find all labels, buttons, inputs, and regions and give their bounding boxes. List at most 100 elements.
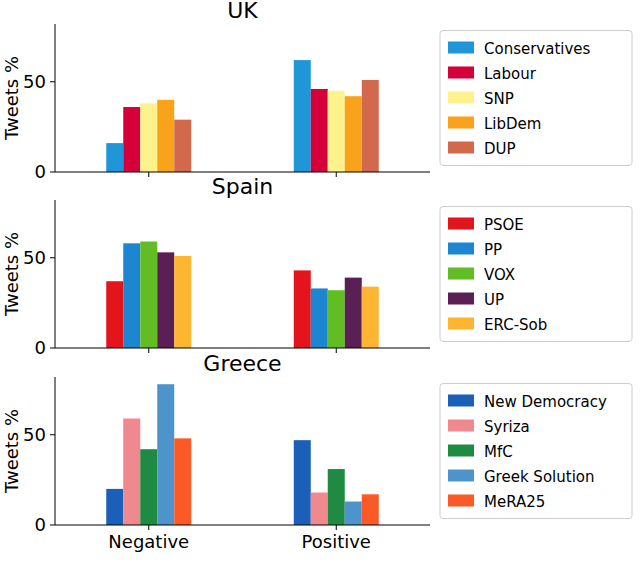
legend-label: MeRA25	[484, 493, 545, 511]
title: Spain	[212, 174, 273, 199]
legend-swatch	[448, 42, 474, 54]
bar	[362, 287, 379, 348]
figure: UK050Tweets %ConservativesLabourSNPLibDe…	[0, 0, 640, 584]
y-tick	[50, 434, 55, 435]
panel: Greece 0 50 Negative Positive Tweets % New Dem…	[1, 351, 632, 552]
title: Greece	[203, 351, 281, 376]
legend-swatch	[448, 293, 474, 305]
legend-swatch	[448, 218, 474, 230]
x-tick	[148, 348, 149, 353]
y-tick-label: 50	[23, 424, 46, 445]
legend-label: New Democracy	[484, 393, 607, 411]
x-tick-label: Positive	[302, 531, 371, 552]
legend-box	[440, 31, 632, 166]
x-tick	[148, 172, 149, 177]
y-axis	[55, 377, 56, 525]
bar	[362, 80, 379, 172]
y-label: Tweets %	[1, 56, 22, 141]
bar	[106, 281, 123, 348]
bar	[345, 278, 362, 348]
bar	[328, 469, 345, 525]
bar	[294, 440, 311, 525]
legend-swatch	[448, 268, 474, 280]
legend: New Democracy Syriza MfC Greek Solution MeRA…	[440, 384, 632, 519]
x-tick-label: Negative	[108, 531, 189, 552]
bar	[294, 60, 311, 172]
bar	[140, 449, 157, 525]
y-axis	[55, 24, 56, 172]
title: UK	[227, 0, 258, 23]
x-tick	[336, 172, 337, 177]
bar	[345, 96, 362, 172]
bar	[157, 100, 174, 172]
y-label: Tweets %	[1, 232, 22, 317]
legend-swatch	[448, 470, 474, 482]
bar	[311, 493, 328, 525]
bars	[106, 60, 379, 172]
bar	[362, 494, 379, 525]
y-tick-label: 0	[35, 514, 46, 535]
panel: UK 0 50Tweets % Conservatives Labour SNP LibDe…	[1, 0, 632, 182]
legend-box	[440, 207, 632, 342]
legend-label: Labour	[484, 65, 537, 83]
legend-label: Greek Solution	[484, 468, 594, 486]
bar	[311, 288, 328, 348]
legend-swatch	[448, 495, 474, 507]
legend-swatch	[448, 395, 474, 407]
bar	[345, 502, 362, 525]
bar	[328, 290, 345, 348]
legend-swatch	[448, 92, 474, 104]
bar	[174, 256, 191, 348]
bar	[140, 242, 157, 348]
y-tick	[50, 348, 55, 349]
legend-label: ERC-Sob	[484, 316, 547, 334]
legend-swatch	[448, 67, 474, 79]
bar	[123, 419, 140, 525]
bar	[174, 120, 191, 172]
bar	[123, 243, 140, 348]
x-axis	[55, 525, 430, 526]
legend-label: VOX	[484, 266, 515, 284]
bar	[157, 384, 174, 525]
legend-label: Syriza	[484, 418, 530, 436]
x-axis	[55, 172, 430, 173]
legend-swatch	[448, 142, 474, 154]
legend-swatch	[448, 420, 474, 432]
legend-swatch	[448, 318, 474, 330]
legend: PSOE PP VOX UP ERC-Sob	[440, 207, 632, 342]
legend-label: PSOE	[484, 216, 524, 234]
y-tick	[50, 257, 55, 258]
bar	[328, 91, 345, 172]
y-tick-label: 50	[23, 247, 46, 268]
legend-swatch	[448, 445, 474, 457]
y-tick-label: 0	[35, 161, 46, 182]
bar	[294, 270, 311, 348]
y-tick-label: 50	[23, 71, 46, 92]
legend-label: MfC	[484, 443, 513, 461]
legend-swatch	[448, 117, 474, 129]
bar	[157, 252, 174, 348]
legend: Conservatives Labour SNP LibDem DUP	[440, 31, 632, 166]
bar	[174, 438, 191, 525]
legend-label: PP	[484, 241, 502, 259]
legend-label: Conservatives	[484, 40, 591, 58]
bars	[106, 242, 379, 348]
x-tick	[336, 348, 337, 353]
y-tick-label: 0	[35, 337, 46, 358]
y-tick	[50, 172, 55, 173]
x-tick	[336, 525, 337, 530]
x-tick	[148, 525, 149, 530]
legend-label: SNP	[484, 90, 514, 108]
y-label: Tweets %	[1, 409, 22, 494]
legend-label: LibDem	[484, 115, 541, 133]
legend-box	[440, 384, 632, 519]
y-tick	[50, 81, 55, 82]
legend-label: DUP	[484, 140, 516, 158]
y-axis	[55, 200, 56, 348]
bar	[311, 89, 328, 172]
bars	[106, 384, 379, 525]
bar	[140, 103, 157, 172]
legend-label: UP	[484, 291, 504, 309]
bar	[106, 143, 123, 172]
legend-swatch	[448, 243, 474, 255]
